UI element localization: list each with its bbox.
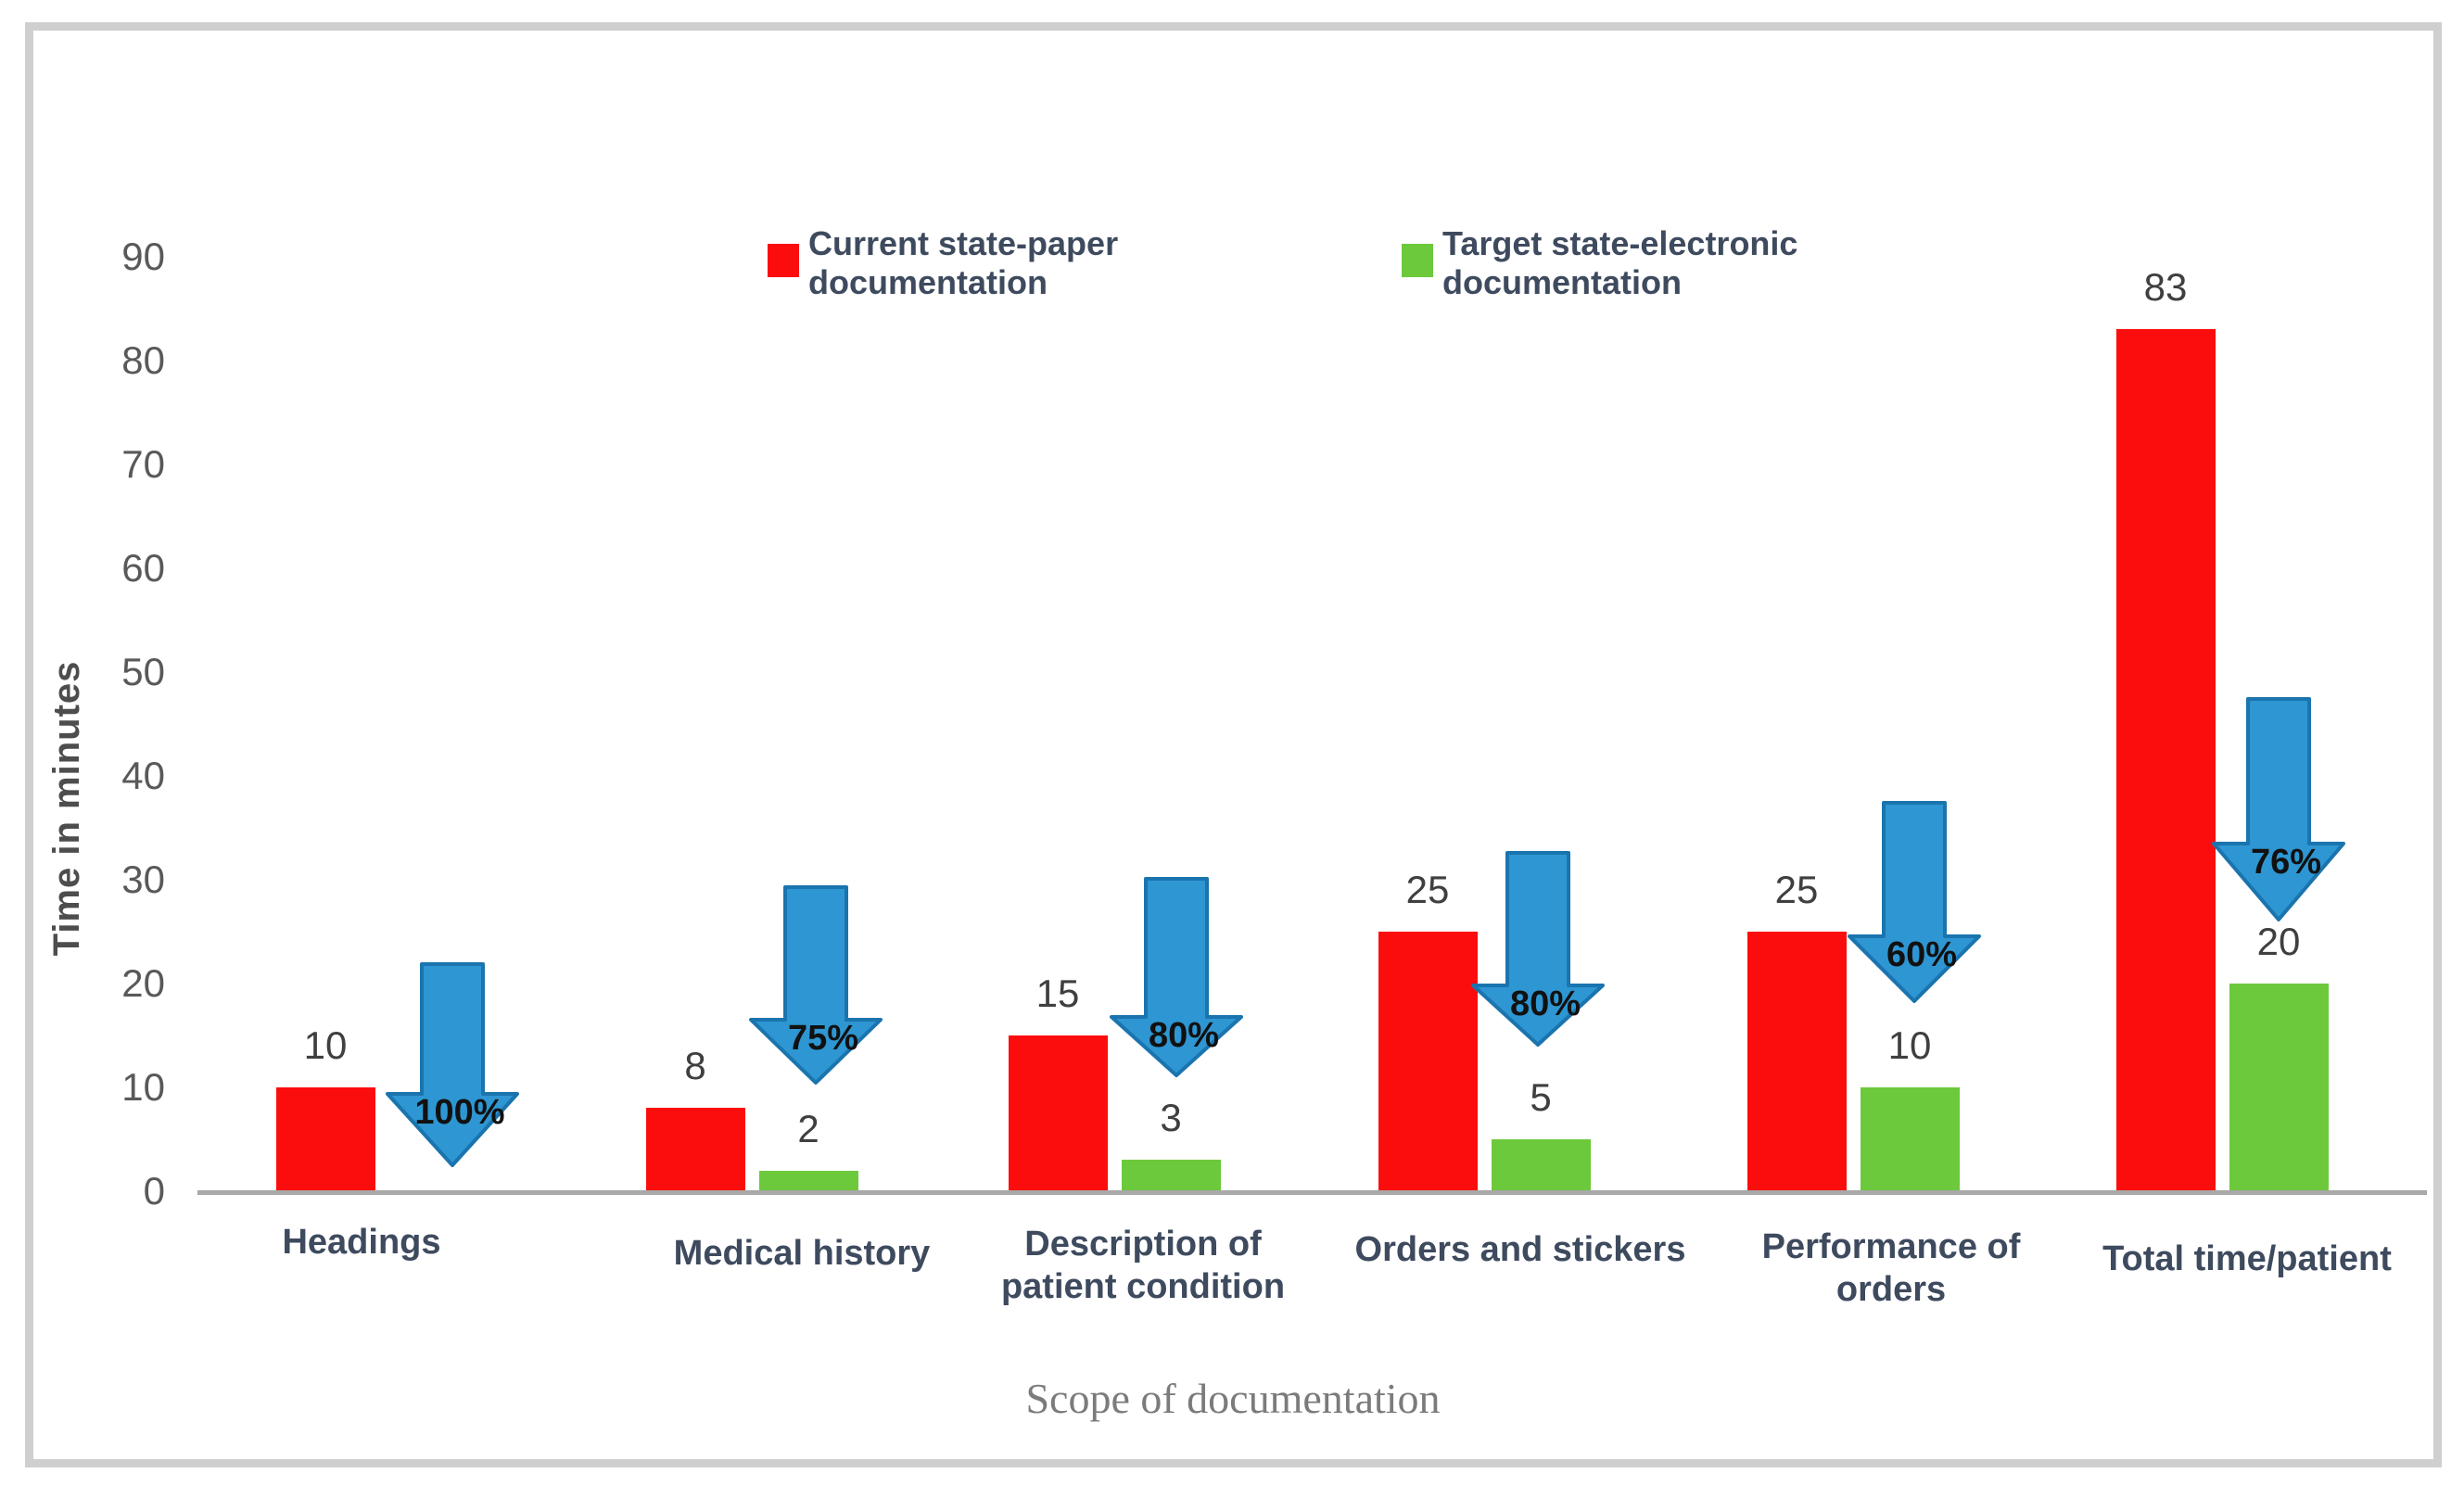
y-tick-label: 60	[121, 546, 165, 590]
bar-value-label: 20	[2256, 920, 2301, 963]
y-tick-label: 0	[143, 1169, 165, 1213]
bar-value-label: 10	[1887, 1023, 1932, 1067]
bar-target-state	[1122, 1160, 1221, 1191]
reduction-percent-label: 76%	[2250, 843, 2322, 882]
bar-current-state	[1009, 1035, 1108, 1191]
bar-value-label: 25	[1774, 868, 1819, 911]
bar-value-label: 2	[797, 1106, 819, 1150]
y-tick-label: 80	[121, 338, 165, 382]
reduction-arrow-icon	[1471, 851, 1605, 1047]
y-tick-label: 40	[121, 754, 165, 797]
reduction-percent-label: 60%	[1886, 935, 1958, 974]
bar-value-label: 10	[303, 1023, 348, 1067]
reduction-percent-label: 100%	[414, 1093, 505, 1132]
y-tick-label: 50	[121, 650, 165, 693]
reduction-percent-label: 75%	[787, 1019, 859, 1058]
y-tick-label: 70	[121, 442, 165, 486]
y-tick-label: 30	[121, 857, 165, 901]
bar-value-label: 8	[684, 1044, 706, 1088]
bar-value-label: 15	[1035, 972, 1080, 1015]
reduction-arrow-icon	[2212, 697, 2345, 921]
reduction-percent-label: 80%	[1148, 1016, 1220, 1055]
reduction-arrow-icon	[749, 885, 883, 1085]
x-axis-title: Scope of documentation	[1025, 1375, 1441, 1422]
bar-target-state	[759, 1170, 858, 1191]
bar-current-state	[2116, 329, 2216, 1191]
bar-current-state	[1747, 932, 1847, 1191]
reduction-arrow-icon	[386, 962, 519, 1167]
category-label: Medical history	[673, 1234, 931, 1273]
category-label: Description of patient condition	[1000, 1225, 1286, 1306]
bar-current-state	[646, 1108, 745, 1191]
y-tick-label: 20	[121, 961, 165, 1005]
reduction-percent-label: 80%	[1509, 984, 1581, 1023]
bar-value-label: 5	[1530, 1075, 1552, 1119]
legend-swatch	[768, 244, 799, 277]
category-label: Total time/patient	[2102, 1239, 2392, 1278]
y-tick-label: 90	[121, 235, 165, 278]
category-label: Performance of orders	[1761, 1227, 2021, 1309]
bar-current-state	[276, 1087, 375, 1191]
legend-label: Target state-electronic documentation	[1442, 224, 1798, 302]
legend-swatch	[1402, 244, 1433, 277]
reduction-arrow-icon	[1848, 801, 1981, 1003]
bar-target-state	[2229, 984, 2329, 1191]
bar-current-state	[1378, 932, 1478, 1191]
category-label: Headings	[282, 1223, 441, 1262]
bar-target-state	[1861, 1087, 1960, 1191]
figure-border-frame	[25, 22, 2442, 1467]
bar-value-label: 83	[2143, 265, 2188, 310]
bar-target-state	[1492, 1139, 1591, 1191]
bar-value-label: 3	[1160, 1096, 1182, 1140]
x-axis-line	[197, 1190, 2427, 1195]
y-tick-label: 10	[121, 1065, 165, 1109]
bar-value-label: 25	[1405, 868, 1450, 911]
category-label: Orders and stickers	[1354, 1230, 1686, 1269]
reduction-arrow-icon	[1110, 877, 1243, 1077]
legend-label: Current state-paper documentation	[808, 224, 1119, 302]
